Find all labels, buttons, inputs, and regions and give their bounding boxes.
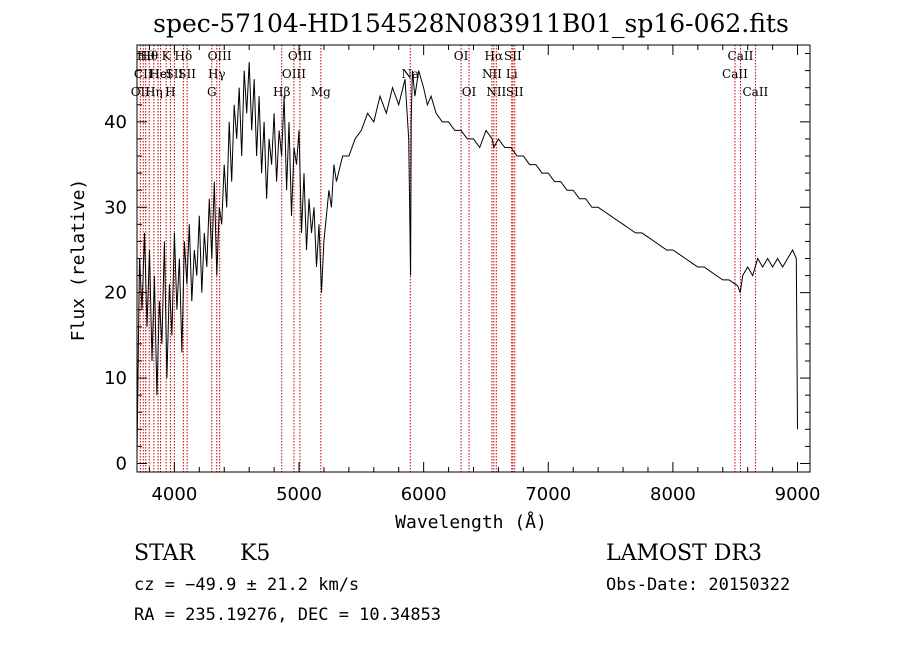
spectrum-series-line bbox=[136, 62, 798, 455]
spectral-line-label: Hδ bbox=[175, 49, 193, 63]
spectral-line-label: Hθ bbox=[140, 49, 158, 63]
x-tick-label: 8000 bbox=[650, 484, 696, 505]
spectral-line-label: He bbox=[149, 67, 167, 81]
x-tick-label: 6000 bbox=[401, 484, 447, 505]
x-axis-label: Wavelength (Å) bbox=[395, 511, 547, 533]
spectral-line-label: SII bbox=[166, 67, 184, 81]
spectral-line-label: H bbox=[165, 85, 175, 99]
spectral-line-markers bbox=[139, 45, 756, 472]
spectral-line-label: CaII bbox=[742, 85, 768, 99]
chart-title: spec-57104-HD154528N083911B01_sp16-062.f… bbox=[153, 9, 789, 38]
spectral-line-label: Hβ bbox=[273, 85, 290, 99]
y-axis-ticks: 0 10 20 30 40 bbox=[104, 53, 810, 474]
spectral-line-label: Na bbox=[401, 67, 419, 81]
spectral-line-label: OIII bbox=[288, 49, 312, 63]
spectral-line-label: NII bbox=[486, 85, 506, 99]
spectral-line-label: Li bbox=[506, 67, 518, 81]
spectral-line-label: OIII bbox=[282, 67, 306, 81]
x-tick-label: 9000 bbox=[775, 484, 821, 505]
object-class: STAR bbox=[134, 541, 196, 566]
y-tick-label: 30 bbox=[104, 197, 127, 218]
spectral-line-label: OI bbox=[462, 85, 477, 99]
survey-name: LAMOST DR3 bbox=[606, 541, 762, 566]
spectral-line-label: SII bbox=[178, 67, 196, 81]
spectral-line-label: SII bbox=[504, 49, 522, 63]
x-tick-label: 5000 bbox=[276, 484, 322, 505]
spectral-line-label: Hη bbox=[145, 85, 163, 99]
object-subclass: K5 bbox=[240, 541, 270, 566]
spectral-line-label: NII bbox=[482, 67, 502, 81]
y-tick-label: 10 bbox=[104, 368, 127, 389]
spectral-line-label: OII bbox=[131, 85, 151, 99]
x-tick-label: 4000 bbox=[151, 484, 197, 505]
spectral-line-label: CaII bbox=[722, 67, 748, 81]
spectral-line-label: Hθ bbox=[137, 49, 155, 63]
spectral-line-label: CaII bbox=[728, 49, 754, 63]
y-tick-label: 20 bbox=[104, 283, 127, 304]
x-tick-label: 7000 bbox=[525, 484, 571, 505]
spectral-line-label: G bbox=[207, 85, 217, 99]
spectral-line-label: SII bbox=[506, 85, 524, 99]
x-axis-ticks: 4000 5000 6000 7000 8000 9000 bbox=[148, 45, 821, 505]
spectral-line-label: K bbox=[162, 49, 172, 63]
coordinates-text: RA = 235.19276, DEC = 10.34853 bbox=[134, 605, 441, 625]
spectral-line-label: OIII bbox=[208, 49, 232, 63]
redshift-text: cz = −49.9 ± 21.2 km/s bbox=[134, 575, 359, 595]
spectral-line-label: HeI bbox=[149, 67, 172, 81]
spectral-line-label: Mg bbox=[311, 85, 331, 99]
y-tick-label: 40 bbox=[104, 112, 127, 133]
spectral-line-label: Hα bbox=[485, 49, 504, 63]
spectral-line-label: Hγ bbox=[208, 67, 226, 81]
obs-date-text: Obs-Date: 20150322 bbox=[606, 575, 790, 595]
spectral-line-labels: OIICIIHθHθHηHeHeIKHSIIHδSIIGHγOIIIHβOIII… bbox=[131, 49, 769, 99]
spectral-line-label: OI bbox=[454, 49, 469, 63]
y-axis-label: Flux (relative) bbox=[68, 179, 89, 342]
y-tick-label: 0 bbox=[116, 453, 127, 474]
